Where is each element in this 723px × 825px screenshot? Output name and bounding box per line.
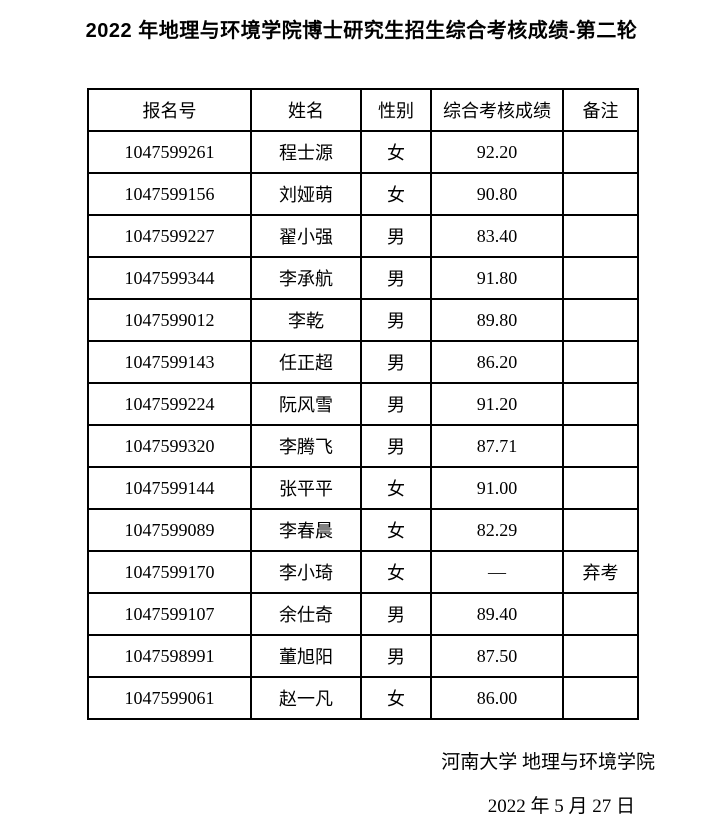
footer-organization: 河南大学 地理与环境学院	[441, 752, 655, 773]
cell-name: 李小琦	[250, 550, 362, 594]
cell-gender: 女	[360, 466, 432, 510]
cell-remark	[562, 172, 639, 216]
cell-gender: 男	[360, 382, 432, 426]
cell-name: 余仕奇	[250, 592, 362, 636]
cell-score: —	[430, 550, 564, 594]
cell-registration-number: 1047599320	[87, 424, 252, 468]
cell-score: 83.40	[430, 214, 564, 258]
cell-score: 91.20	[430, 382, 564, 426]
cell-registration-number: 1047599012	[87, 298, 252, 342]
cell-name: 董旭阳	[250, 634, 362, 678]
table-body: 1047599261 程士源女 92.20 1047599156 刘娅萌女 90.80 10…	[87, 130, 639, 720]
cell-name: 李腾飞	[250, 424, 362, 468]
cell-gender: 男	[360, 256, 432, 300]
cell-name: 李春晨	[250, 508, 362, 552]
column-header-gender: 性别	[360, 88, 432, 132]
table-row: 1047599089 李春晨女 82.29	[87, 508, 639, 552]
cell-score: 86.00	[430, 676, 564, 720]
cell-remark: 弃考	[562, 550, 639, 594]
cell-name: 张平平	[250, 466, 362, 510]
table-row: 1047599224 阮风雪男 91.20	[87, 382, 639, 426]
table-row: 1047599143 任正超男 86.20	[87, 340, 639, 384]
cell-score: 91.80	[430, 256, 564, 300]
cell-name: 程士源	[250, 130, 362, 174]
cell-remark	[562, 466, 639, 510]
cell-remark	[562, 424, 639, 468]
cell-gender: 男	[360, 214, 432, 258]
table-row: 1047599170 李小琦女 — 弃考	[87, 550, 639, 594]
cell-name: 刘娅萌	[250, 172, 362, 216]
results-table: 报名号 姓名 性别 综合考核成绩 备注 1047599261 程士源女 92.20 1…	[87, 88, 639, 720]
table-row: 1047598991 董旭阳男 87.50	[87, 634, 639, 678]
cell-score: 90.80	[430, 172, 564, 216]
cell-gender: 男	[360, 424, 432, 468]
cell-remark	[562, 676, 639, 720]
cell-gender: 男	[360, 634, 432, 678]
cell-gender: 女	[360, 676, 432, 720]
cell-name: 翟小强	[250, 214, 362, 258]
cell-score: 87.71	[430, 424, 564, 468]
cell-gender: 男	[360, 592, 432, 636]
cell-remark	[562, 340, 639, 384]
cell-name: 赵一凡	[250, 676, 362, 720]
table-header-row: 报名号 姓名 性别 综合考核成绩 备注	[87, 88, 639, 132]
cell-registration-number: 1047599107	[87, 592, 252, 636]
footer-date: 2022 年 5 月 27 日	[487, 796, 635, 817]
cell-registration-number: 1047599061	[87, 676, 252, 720]
table-row: 1047599144 张平平女 91.00	[87, 466, 639, 510]
cell-gender: 男	[360, 298, 432, 342]
cell-remark	[562, 508, 639, 552]
cell-remark	[562, 382, 639, 426]
table-row: 1047599156 刘娅萌女 90.80	[87, 172, 639, 216]
cell-gender: 女	[360, 508, 432, 552]
cell-remark	[562, 634, 639, 678]
cell-name: 任正超	[250, 340, 362, 384]
table-row: 1047599012 李乾男 89.80	[87, 298, 639, 342]
cell-registration-number: 1047599261	[87, 130, 252, 174]
cell-score: 91.00	[430, 466, 564, 510]
cell-remark	[562, 256, 639, 300]
column-header-score: 综合考核成绩	[430, 88, 564, 132]
cell-remark	[562, 592, 639, 636]
cell-score: 87.50	[430, 634, 564, 678]
table-row: 1047599344 李承航男 91.80	[87, 256, 639, 300]
cell-registration-number: 1047599170	[87, 550, 252, 594]
cell-registration-number: 1047599344	[87, 256, 252, 300]
page-title: 2022 年地理与环境学院博士研究生招生综合考核成绩-第二轮	[85, 20, 638, 42]
cell-score: 89.40	[430, 592, 564, 636]
cell-registration-number: 1047598991	[87, 634, 252, 678]
cell-remark	[562, 130, 639, 174]
cell-gender: 男	[360, 340, 432, 384]
cell-gender: 女	[360, 130, 432, 174]
cell-registration-number: 1047599143	[87, 340, 252, 384]
cell-gender: 女	[360, 550, 432, 594]
table-row: 1047599227 翟小强男 83.40	[87, 214, 639, 258]
cell-name: 阮风雪	[250, 382, 362, 426]
cell-registration-number: 1047599144	[87, 466, 252, 510]
cell-score: 82.29	[430, 508, 564, 552]
cell-remark	[562, 214, 639, 258]
table-row: 1047599320 李腾飞男 87.71	[87, 424, 639, 468]
cell-name: 李承航	[250, 256, 362, 300]
cell-score: 92.20	[430, 130, 564, 174]
table-row: 1047599061 赵一凡女 86.00	[87, 676, 639, 720]
cell-score: 86.20	[430, 340, 564, 384]
cell-gender: 女	[360, 172, 432, 216]
column-header-remark: 备注	[562, 88, 639, 132]
cell-registration-number: 1047599089	[87, 508, 252, 552]
cell-registration-number: 1047599156	[87, 172, 252, 216]
cell-score: 89.80	[430, 298, 564, 342]
cell-name: 李乾	[250, 298, 362, 342]
cell-registration-number: 1047599224	[87, 382, 252, 426]
column-header-registration-number: 报名号	[87, 88, 252, 132]
table-row: 1047599107 余仕奇男 89.40	[87, 592, 639, 636]
cell-remark	[562, 298, 639, 342]
table-row: 1047599261 程士源女 92.20	[87, 130, 639, 174]
cell-registration-number: 1047599227	[87, 214, 252, 258]
column-header-name: 姓名	[250, 88, 362, 132]
